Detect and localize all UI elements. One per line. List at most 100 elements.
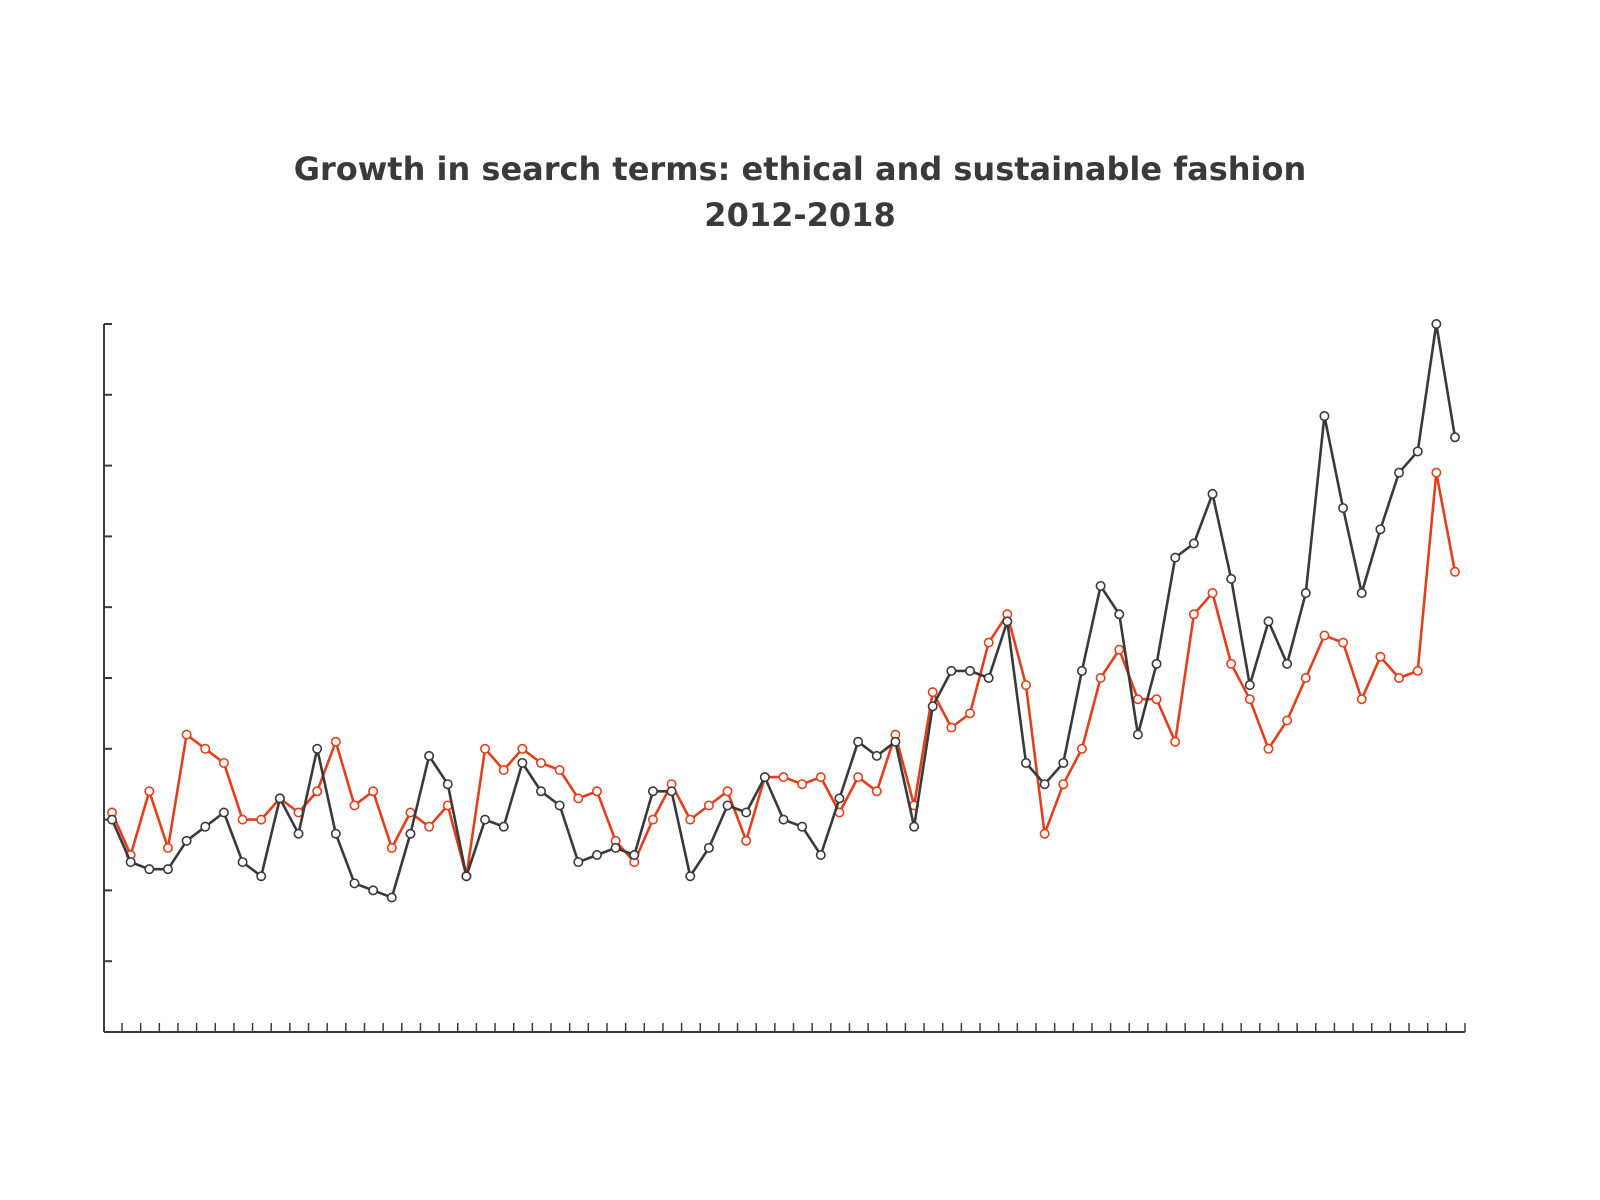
- series-2-point: [1188, 609, 1199, 620]
- series-1-point: [330, 828, 341, 839]
- series-1-point: [312, 743, 323, 754]
- series-1-point: [591, 849, 602, 860]
- series-1-point: [722, 800, 733, 811]
- series-1-point: [1394, 467, 1405, 478]
- series-1-point: [759, 772, 770, 783]
- series-2-point: [946, 722, 957, 733]
- series-2-point: [1151, 694, 1162, 705]
- series-1-point: [1020, 757, 1031, 768]
- series-layer: [107, 318, 1461, 903]
- series-1-point: [144, 864, 155, 875]
- series-2-point: [703, 800, 714, 811]
- series-2-point: [1058, 779, 1069, 790]
- series-2-point: [871, 786, 882, 797]
- series-2-point: [1170, 736, 1181, 747]
- series-1-point: [1244, 680, 1255, 691]
- series-1-point: [1076, 665, 1087, 676]
- series-1-point: [741, 807, 752, 818]
- series-2-point: [815, 772, 826, 783]
- series-2-point: [554, 765, 565, 776]
- series-2-point: [536, 757, 547, 768]
- series-2-point: [1450, 566, 1461, 577]
- series-2-point: [349, 800, 360, 811]
- series-1-point: [386, 892, 397, 903]
- series-2-point: [181, 729, 192, 740]
- series-1-point: [890, 736, 901, 747]
- series-2-point: [797, 779, 808, 790]
- series-2-point: [1020, 680, 1031, 691]
- series-1: [107, 318, 1461, 903]
- series-2-point: [1076, 743, 1087, 754]
- series-1-point: [237, 857, 248, 868]
- series-1-point: [927, 701, 938, 712]
- series-1-point: [424, 750, 435, 761]
- series-1-point: [218, 807, 229, 818]
- series-1-point: [1132, 729, 1143, 740]
- series-1-point: [629, 849, 640, 860]
- chart-title: Growth in search terms: ethical and sust…: [0, 146, 1600, 238]
- series-2-point: [983, 637, 994, 648]
- series-1-point: [1375, 524, 1386, 535]
- series-1-point: [349, 878, 360, 889]
- series-1-point: [554, 800, 565, 811]
- series-1-point: [181, 835, 192, 846]
- series-1-point: [1319, 411, 1330, 422]
- series-1-point: [797, 821, 808, 832]
- chart-title-line-1: Growth in search terms: ethical and sust…: [293, 150, 1307, 188]
- series-1-point: [778, 814, 789, 825]
- series-1-point: [461, 871, 472, 882]
- series-1-point: [293, 828, 304, 839]
- series-2-point: [1207, 588, 1218, 599]
- series-2-point: [778, 772, 789, 783]
- series-2-point: [480, 743, 491, 754]
- series-1-point: [480, 814, 491, 825]
- series-1-point: [200, 821, 211, 832]
- series-2-point: [927, 687, 938, 698]
- series-1-point: [610, 842, 621, 853]
- series-1-point: [1151, 658, 1162, 669]
- series-2-point: [647, 814, 658, 825]
- series-2-point: [218, 757, 229, 768]
- series-1-point: [1412, 446, 1423, 457]
- series-2-point: [965, 708, 976, 719]
- series-1-point: [815, 849, 826, 860]
- series-1-point: [983, 672, 994, 683]
- series-1-point: [517, 757, 528, 768]
- series-1-point: [1356, 588, 1367, 599]
- series-1-point: [125, 857, 136, 868]
- series-2-point: [405, 807, 416, 818]
- series-2-point: [1394, 672, 1405, 683]
- series-2-point: [1263, 743, 1274, 754]
- series-1-point: [1188, 538, 1199, 549]
- series-1-point: [834, 793, 845, 804]
- axes: [103, 323, 1466, 1033]
- series-2-point: [741, 835, 752, 846]
- series-2-point: [1114, 644, 1125, 655]
- series-1-point: [666, 786, 677, 797]
- series-1-point: [573, 857, 584, 868]
- series-2-point: [424, 821, 435, 832]
- series-1-point: [1207, 488, 1218, 499]
- series-1-point: [965, 665, 976, 676]
- series-1-point: [1095, 580, 1106, 591]
- series-2-point: [1431, 467, 1442, 478]
- series-2-point: [685, 814, 696, 825]
- series-1-point: [1039, 779, 1050, 790]
- series-2-point: [498, 765, 509, 776]
- series-1-point: [256, 871, 267, 882]
- series-2-point: [853, 772, 864, 783]
- series-1-point: [536, 786, 547, 797]
- series-2-point: [386, 842, 397, 853]
- series-1-point: [1002, 616, 1013, 627]
- series-1-point: [1058, 757, 1069, 768]
- series-1-point: [1263, 616, 1274, 627]
- series-2-point: [1132, 694, 1143, 705]
- series-2-point: [1356, 694, 1367, 705]
- series-2-point: [1039, 828, 1050, 839]
- series-1-point: [162, 864, 173, 875]
- series-1-point: [442, 779, 453, 790]
- series-1-point: [1114, 609, 1125, 620]
- series-2-point: [162, 842, 173, 853]
- series-1-point: [405, 828, 416, 839]
